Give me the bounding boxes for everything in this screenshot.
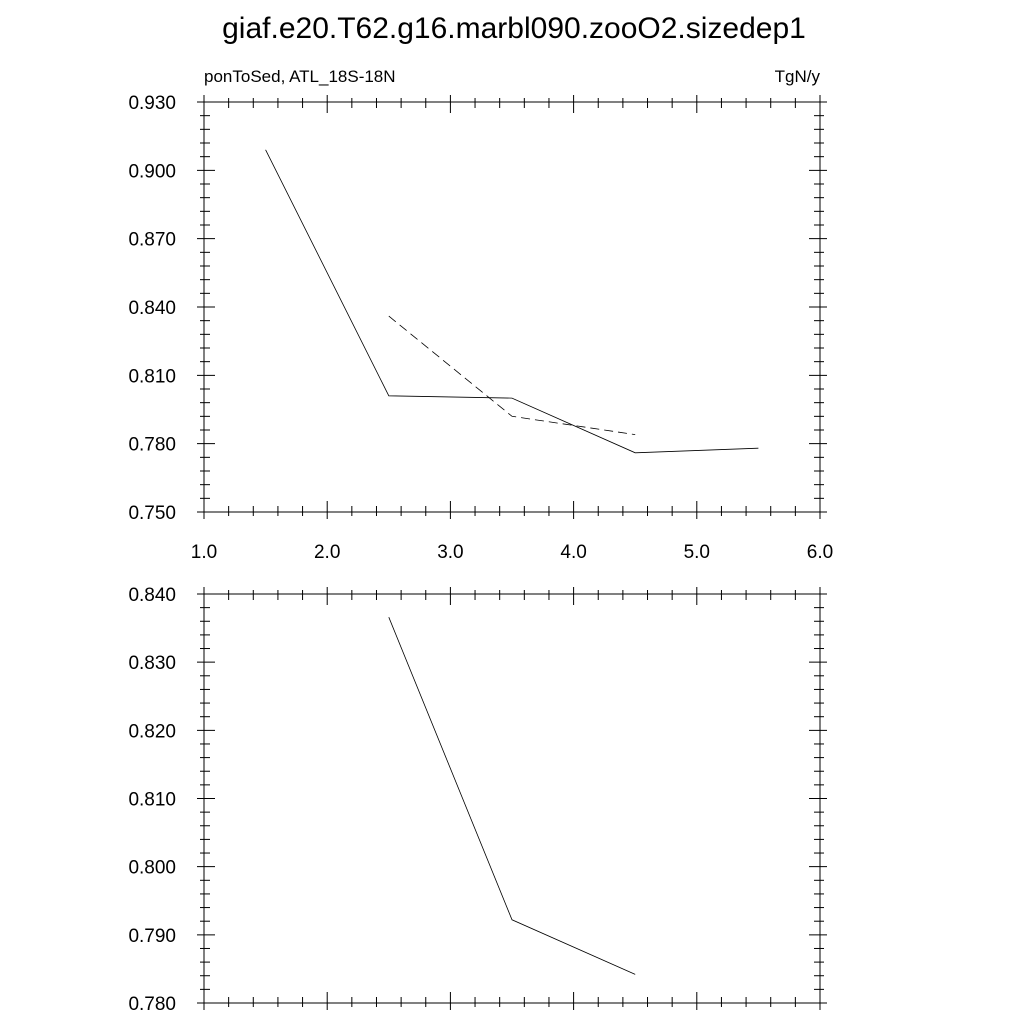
panel-1-x-tick-label: 1.0 bbox=[191, 542, 217, 563]
panel-1-y-tick-label: 0.810 bbox=[128, 366, 176, 387]
panel-2-y-tick-label: 0.810 bbox=[128, 790, 176, 811]
panel-2-y-tick-label: 0.780 bbox=[128, 994, 176, 1015]
panel-1-y-tick-label: 0.930 bbox=[128, 93, 176, 114]
panel-2-plot: 0.780 0.790 0.800 0.810 0.820 0.830 0.840 bbox=[128, 585, 827, 1015]
panel-2-y-tick-label: 0.800 bbox=[128, 858, 176, 879]
panel-2-y-tick-label: 0.830 bbox=[128, 653, 176, 674]
panel-1-y-tick-label: 0.750 bbox=[128, 503, 176, 524]
panel-2-y-tick-label: 0.840 bbox=[128, 585, 176, 606]
panel-1-y-tick-label: 0.780 bbox=[128, 435, 176, 456]
panel-2-y-tick-label: 0.790 bbox=[128, 926, 176, 947]
panel-1-variable-label: ponToSed, ATL_18S-18N bbox=[204, 67, 396, 86]
panel-1-plot: 0.750 0.780 0.810 0.840 0.870 0.900 0.930 1.0 2.… bbox=[128, 93, 833, 563]
panel-1-frame bbox=[203, 101, 821, 513]
chart-title: giaf.e20.T62.g16.marbl090.zooO2.sizedep1 bbox=[222, 12, 806, 45]
panel-1-y-tick-label: 0.840 bbox=[128, 298, 176, 319]
panel-1-series-1-solid-line bbox=[265, 149, 759, 454]
panel-1-x-tick-label: 2.0 bbox=[314, 542, 340, 563]
panel-1-y-tick-label: 0.870 bbox=[128, 230, 176, 251]
panel-1-y-tick-label: 0.900 bbox=[128, 161, 176, 182]
panel-2-frame bbox=[203, 593, 821, 1004]
panel-1-x-tick-label: 6.0 bbox=[807, 542, 833, 563]
panel-1-series-2-dashed-line bbox=[388, 315, 636, 435]
panel-1-units-label: TgN/y bbox=[775, 67, 821, 86]
panel-1-x-tick-label: 3.0 bbox=[437, 542, 463, 563]
panel-2-y-tick-label: 0.820 bbox=[128, 721, 176, 742]
panel-1-x-tick-label: 5.0 bbox=[684, 542, 710, 563]
panel-1-x-tick-label: 4.0 bbox=[560, 542, 586, 563]
panel-2-series-1-solid-line bbox=[388, 617, 636, 975]
